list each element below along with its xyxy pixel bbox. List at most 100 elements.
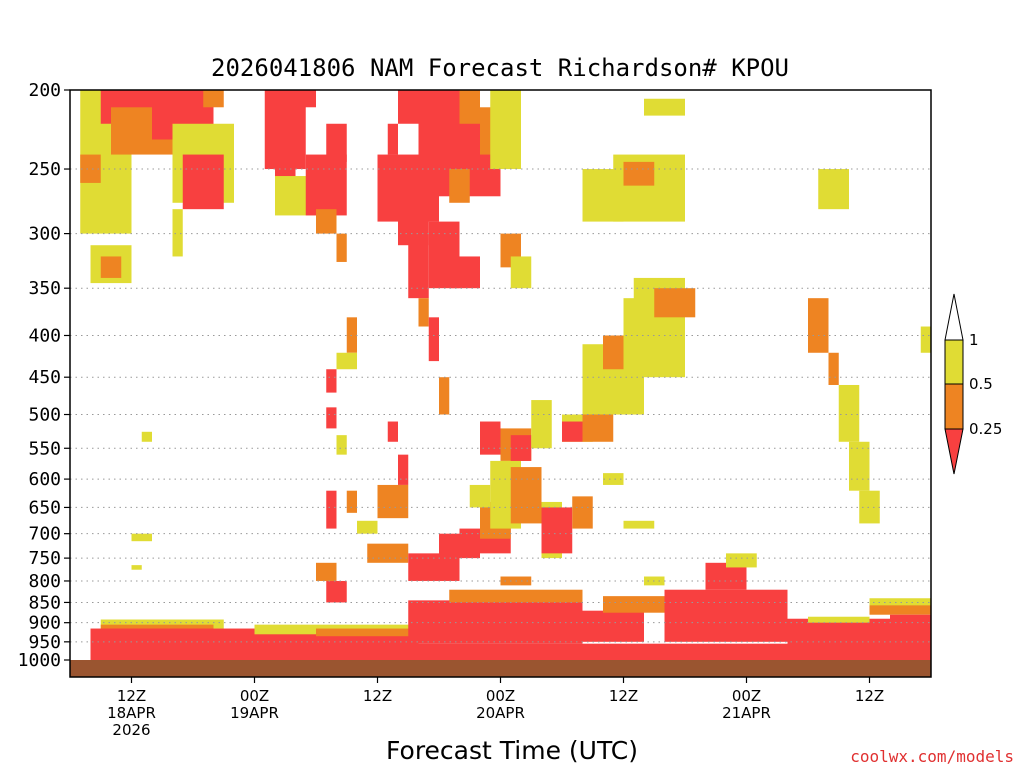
ri-cell-orange [203,90,224,108]
ri-cell-orange [439,377,450,415]
ri-cell-yellow [469,484,491,508]
ri-cell-orange [808,298,829,353]
ri-cell-orange [510,467,542,524]
ri-cell-orange [828,352,839,385]
ri-cell-red [326,407,337,429]
legend-bin-0.25-0.5 [944,383,964,430]
ri-cell-red [387,123,398,155]
ri-cell-yellow [644,98,685,116]
x-tick-label: 00Z [486,687,515,705]
ri-cell-red [182,154,224,210]
ri-cell-orange [418,298,429,327]
ri-cell-orange [316,562,337,581]
ri-cell-orange [654,288,696,318]
ground-layer [70,660,931,677]
y-tick-label: 700 [28,524,61,545]
ri-cell-orange [449,169,470,203]
x-axis-label: Forecast Time (UTC) [386,736,638,765]
ri-cell-orange [603,596,665,613]
ri-cell-red [387,421,398,442]
richardson-cells [80,90,931,660]
x-tick-label: 00Z [240,687,269,705]
legend-bin-above-1 [944,293,964,341]
y-tick-label: 450 [28,367,61,388]
ri-cell-yellow [131,533,152,542]
y-tick-label: 800 [28,571,61,592]
ri-cell-yellow [838,384,860,442]
ri-cell-yellow [357,520,378,534]
ri-cell-yellow [490,90,521,170]
ri-cell-orange [336,233,347,262]
y-tick-label: 1000 [18,650,61,671]
credit-text: coolwx.com/models [850,747,1014,766]
x-tick-label: 00Z [732,687,761,705]
ri-cell-orange [449,589,583,603]
y-tick-label: 600 [28,469,61,490]
ri-cell-orange [377,484,409,519]
ri-cell-yellow [726,553,757,568]
pressure-gridlines [70,168,931,643]
ri-cell-yellow [336,435,347,455]
ri-cell-yellow [141,431,152,442]
ri-cell-red [326,123,347,162]
legend-bin-below-0.25 [944,428,964,475]
ri-cell-red [326,490,337,529]
y-tick-label: 400 [28,325,61,346]
y-tick-label: 750 [28,548,61,569]
x-tick-label: 12Z [855,687,884,705]
ri-cell-yellow [100,619,224,629]
ri-cell-yellow [510,256,532,289]
x-tick-label: 12Z [609,687,638,705]
ri-cell-yellow [859,490,880,524]
y-tick-label: 550 [28,438,61,459]
x-tick-label: 12Z [363,687,392,705]
ri-cell-yellow [336,352,357,370]
ri-cell-red [90,643,931,660]
ri-cell-yellow [818,169,849,210]
ri-cell-red [582,610,644,642]
ri-cell-red [787,618,890,646]
ri-cell-red [428,317,439,362]
color-legend: 1 0.5 0.25 [944,293,1002,475]
legend-label: 0.25 [969,420,1002,438]
ri-cell-orange [316,209,337,234]
legend-bin-0.5-1 [944,339,964,385]
legend-label: 1 [969,331,979,349]
chart-title: 2026041806 NAM Forecast Richardson# KPOU [211,54,789,82]
ri-cell-orange [869,604,931,615]
ri-cell-red [326,580,347,603]
ri-cell-orange [100,624,214,633]
ri-cell-yellow [808,616,870,623]
ri-cell-yellow [603,473,624,485]
ri-cell-red [305,154,347,216]
ri-cell-yellow [531,400,552,449]
ri-cell-red [275,636,419,646]
legend-label: 0.5 [969,375,993,393]
ri-cell-yellow [172,209,183,257]
ri-cell-orange [459,90,480,124]
ri-cell-red [408,233,429,299]
ri-cell-orange [100,256,122,278]
ri-cell-red [890,614,931,646]
pressure-axis: 200 250 300 350 400 450 500 550 600 650 700 7508008… [18,80,70,671]
ri-cell-red [449,256,480,289]
x-tick-label: 21APR [722,704,771,722]
ri-cell-yellow [623,520,655,529]
x-tick-label: 2026 [112,721,150,739]
ri-cell-yellow [131,565,142,570]
ri-cell-orange [367,543,409,563]
ri-cell-red [295,90,316,108]
y-tick-label: 250 [28,159,61,180]
ri-cell-orange [80,154,101,183]
ri-cell-red [562,421,583,442]
ri-cell-red [541,507,573,554]
y-tick-label: 850 [28,592,61,613]
ri-cell-yellow [849,441,870,491]
y-tick-label: 900 [28,613,61,634]
ri-cell-orange [346,490,357,513]
y-tick-label: 350 [28,278,61,299]
ri-cell-orange [623,161,655,186]
y-tick-label: 650 [28,497,61,518]
